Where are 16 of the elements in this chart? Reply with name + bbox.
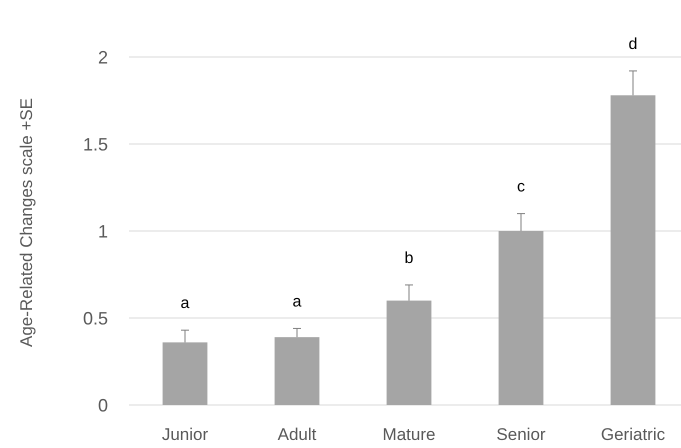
annotation: a bbox=[292, 293, 302, 310]
x-tick-label: Junior bbox=[162, 425, 208, 444]
y-tick-label: 1 bbox=[98, 221, 108, 242]
x-tick-label: Senior bbox=[496, 425, 546, 444]
annotation: a bbox=[180, 295, 190, 312]
y-axis-title: Age-Related Changes scale +SE bbox=[17, 98, 36, 348]
x-tick-label: Mature bbox=[382, 425, 436, 444]
y-tick-label: 2 bbox=[98, 47, 108, 68]
y-tick-label: 1.5 bbox=[82, 134, 108, 154]
x-tick-label: Geriatric bbox=[600, 425, 666, 444]
annotation: b bbox=[404, 250, 414, 267]
x-tick-label: Adult bbox=[278, 425, 317, 444]
text: d bbox=[628, 36, 638, 53]
annotation: c bbox=[517, 178, 525, 196]
y-tick-label: 0.5 bbox=[82, 308, 108, 328]
y-tick-label: 0 bbox=[98, 395, 108, 416]
